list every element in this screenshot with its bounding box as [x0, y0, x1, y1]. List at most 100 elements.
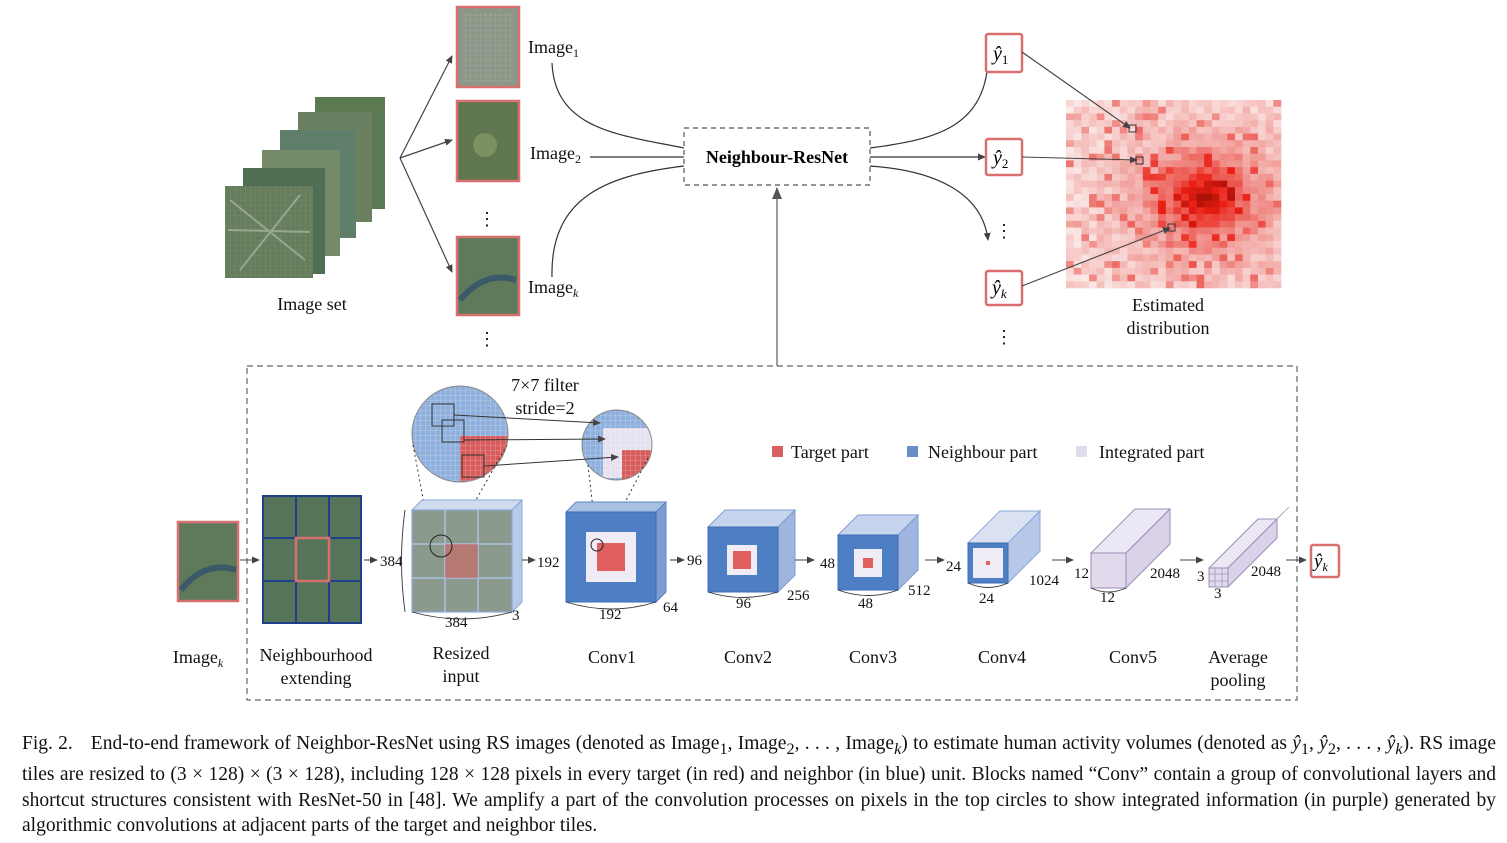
heatmap-cell [1081, 200, 1090, 208]
heatmap-cell [1150, 120, 1159, 128]
heatmap-cell [1204, 167, 1213, 175]
heatmap-cell [1135, 227, 1144, 235]
heatmap-cell [1150, 173, 1159, 181]
heatmap-cell [1073, 106, 1082, 114]
conv2-dim-height: 96 [687, 553, 703, 569]
heatmap-cell [1135, 241, 1144, 249]
heatmap-cell [1265, 200, 1274, 208]
heatmap-cell [1066, 160, 1074, 168]
model-box: Neighbour-ResNet [683, 127, 871, 186]
heatmap-cell [1181, 194, 1190, 202]
heatmap-cell [1250, 261, 1259, 269]
heatmap-cell [1089, 241, 1098, 249]
stage-label-resized-1: Resized [433, 643, 490, 663]
heatmap-cell [1219, 241, 1228, 249]
heatmap-cell [1273, 194, 1282, 202]
heatmap-cell [1096, 147, 1105, 155]
heatmap-cell [1104, 153, 1113, 161]
heatmap-cell [1158, 220, 1167, 228]
heatmap-cell [1142, 106, 1151, 114]
heatmap-cell [1066, 140, 1074, 148]
heatmap-cell [1127, 241, 1136, 249]
heatmap-cell [1150, 274, 1159, 282]
heatmap-cell [1066, 281, 1074, 289]
heatmap-cell [1234, 194, 1243, 202]
heatmap-cell [1165, 113, 1174, 121]
heatmap-cell [1081, 254, 1090, 262]
heatmap-cell [1234, 281, 1243, 289]
heatmap-cell [1257, 220, 1266, 228]
heatmap-cell [1142, 200, 1151, 208]
heatmap-cell [1112, 133, 1121, 141]
heatmap-cell [1112, 173, 1121, 181]
heatmap-cell [1196, 140, 1205, 148]
heatmap-cell [1211, 180, 1220, 188]
heatmap-cell [1211, 261, 1220, 269]
heatmap-cell [1196, 227, 1205, 235]
heatmap-cell [1173, 133, 1182, 141]
conv2-brace [707, 591, 779, 598]
heatmap-cell [1181, 207, 1190, 215]
heatmap-cell [1073, 227, 1082, 235]
heatmap-cell [1165, 281, 1174, 289]
heatmap-cell [1096, 220, 1105, 228]
heatmap-cell [1081, 133, 1090, 141]
heatmap-cell [1265, 106, 1274, 114]
heatmap-cell [1119, 207, 1128, 215]
heatmap-cell [1142, 241, 1151, 249]
heatmap-cell [1196, 207, 1205, 215]
heatmap-cell [1135, 167, 1144, 175]
heatmap-cell [1196, 241, 1205, 249]
heatmap-cell [1173, 113, 1182, 121]
magnified-conv-circle [581, 409, 653, 481]
heatmap-cell [1081, 207, 1090, 215]
heatmap-cell [1165, 100, 1174, 108]
heatmap-cell [1211, 281, 1220, 289]
heatmap-cell [1181, 140, 1190, 148]
fan-arrows [399, 55, 453, 273]
legend-swatch-neighbour [907, 446, 918, 457]
heatmap-cell [1142, 234, 1151, 242]
heatmap-cell [1234, 254, 1243, 262]
heatmap-cell [1127, 261, 1136, 269]
heatmap-cell [1112, 200, 1121, 208]
heatmap-cell [1227, 126, 1236, 134]
heatmap-cell [1273, 227, 1282, 235]
svg-text:ŷk: ŷk [1312, 551, 1328, 574]
heatmap-cell [1211, 147, 1220, 155]
heatmap-cell [1188, 140, 1197, 148]
heatmap-cell [1211, 227, 1220, 235]
heatmap-cell [1127, 133, 1136, 141]
heatmap-cell [1188, 234, 1197, 242]
heatmap-cell [1150, 261, 1159, 269]
heatmap-cell [1242, 100, 1251, 108]
heatmap-cell [1211, 200, 1220, 208]
heatmap-cell [1181, 147, 1190, 155]
heatmap-cell [1096, 100, 1105, 108]
heatmap-cell [1119, 214, 1128, 222]
heatmap-cell [1227, 113, 1236, 121]
heatmap-cell [1096, 160, 1105, 168]
heatmap-cell [1181, 126, 1190, 134]
heatmap-cell [1066, 173, 1074, 181]
heatmap-cell [1181, 133, 1190, 141]
heatmap-cell [1104, 147, 1113, 155]
heatmap-cell [1165, 160, 1174, 168]
stage-label-conv4: Conv4 [978, 647, 1026, 667]
heatmap-cell [1181, 153, 1190, 161]
heatmap-cell [1204, 153, 1213, 161]
heatmap-cell [1234, 113, 1243, 121]
heatmap-cell [1273, 281, 1282, 289]
heatmap-cell [1119, 133, 1128, 141]
heatmap-cell [1181, 227, 1190, 235]
heatmap-cell [1219, 200, 1228, 208]
heatmap-cell [1250, 100, 1259, 108]
svg-text:Image1: Image1 [528, 37, 579, 60]
heatmap-cell [1142, 274, 1151, 282]
heatmap-cell [1119, 200, 1128, 208]
heatmap-cell [1119, 140, 1128, 148]
heatmap-cell [1181, 234, 1190, 242]
heatmap-cell [1119, 194, 1128, 202]
heatmap-cell [1150, 241, 1159, 249]
heatmap-cell [1142, 153, 1151, 161]
